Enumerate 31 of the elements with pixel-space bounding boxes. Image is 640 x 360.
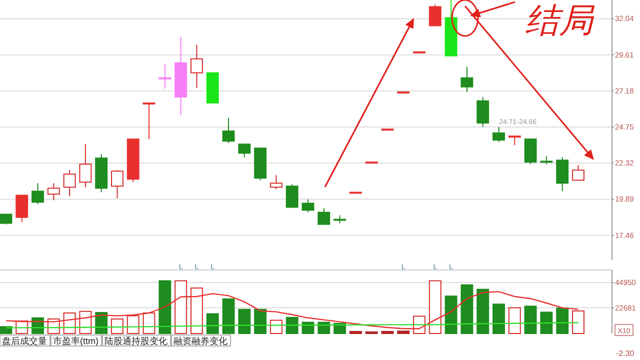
bar: [492, 304, 505, 334]
bar: [238, 308, 251, 334]
line-series: [5, 291, 579, 330]
bar: [381, 330, 394, 334]
text: 市盈率(ttm): [53, 336, 98, 346]
bar: [556, 308, 569, 334]
annotation: 结局: [525, 2, 595, 40]
bar: [286, 316, 298, 334]
bar: [126, 315, 140, 334]
text: 融资融券变化: [174, 336, 228, 346]
text: 陆股通持股变化: [104, 336, 168, 346]
bar: [158, 280, 172, 334]
bar: [444, 296, 458, 334]
bar: [476, 288, 490, 334]
bar: [524, 306, 537, 334]
bar: [540, 312, 553, 334]
bar: [111, 318, 124, 334]
text: 盘后成交量: [2, 336, 47, 346]
bar: [334, 322, 346, 334]
bar: [222, 298, 235, 334]
bar: [174, 280, 188, 334]
bar: [572, 310, 584, 334]
bar: [428, 280, 442, 334]
text: -2.30: [616, 349, 635, 358]
bar: [206, 313, 219, 334]
bar: [190, 288, 203, 334]
bar: [460, 284, 474, 334]
bar: [318, 322, 330, 334]
bar: [349, 330, 362, 334]
bar: [508, 307, 521, 334]
bar: [397, 330, 410, 334]
